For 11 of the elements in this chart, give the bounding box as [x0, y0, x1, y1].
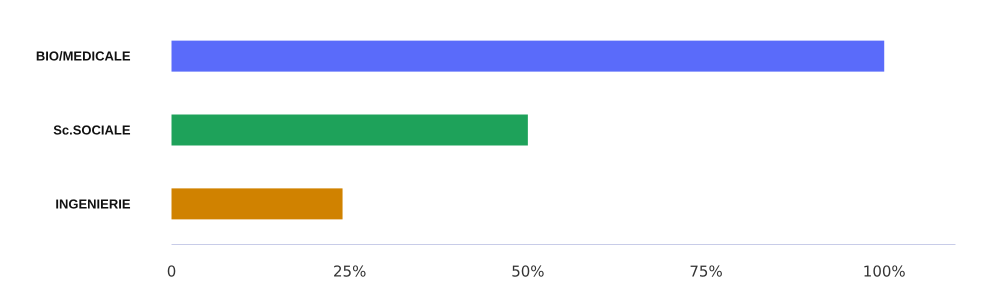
bar	[172, 114, 528, 146]
x-tick-label: 25%	[333, 262, 366, 280]
y-tick-label: INGENIERIE	[55, 196, 131, 212]
x-tick-label: 0	[166, 262, 176, 280]
bar	[172, 40, 884, 72]
y-tick-label: Sc.SOCIALE	[53, 122, 131, 138]
bar	[172, 188, 343, 220]
y-tick-label: BIO/MEDICALE	[36, 48, 131, 64]
x-tick-label: 50%	[511, 262, 545, 280]
x-tick-label: 75%	[689, 262, 723, 280]
x-tick-label: 100%	[862, 262, 906, 280]
